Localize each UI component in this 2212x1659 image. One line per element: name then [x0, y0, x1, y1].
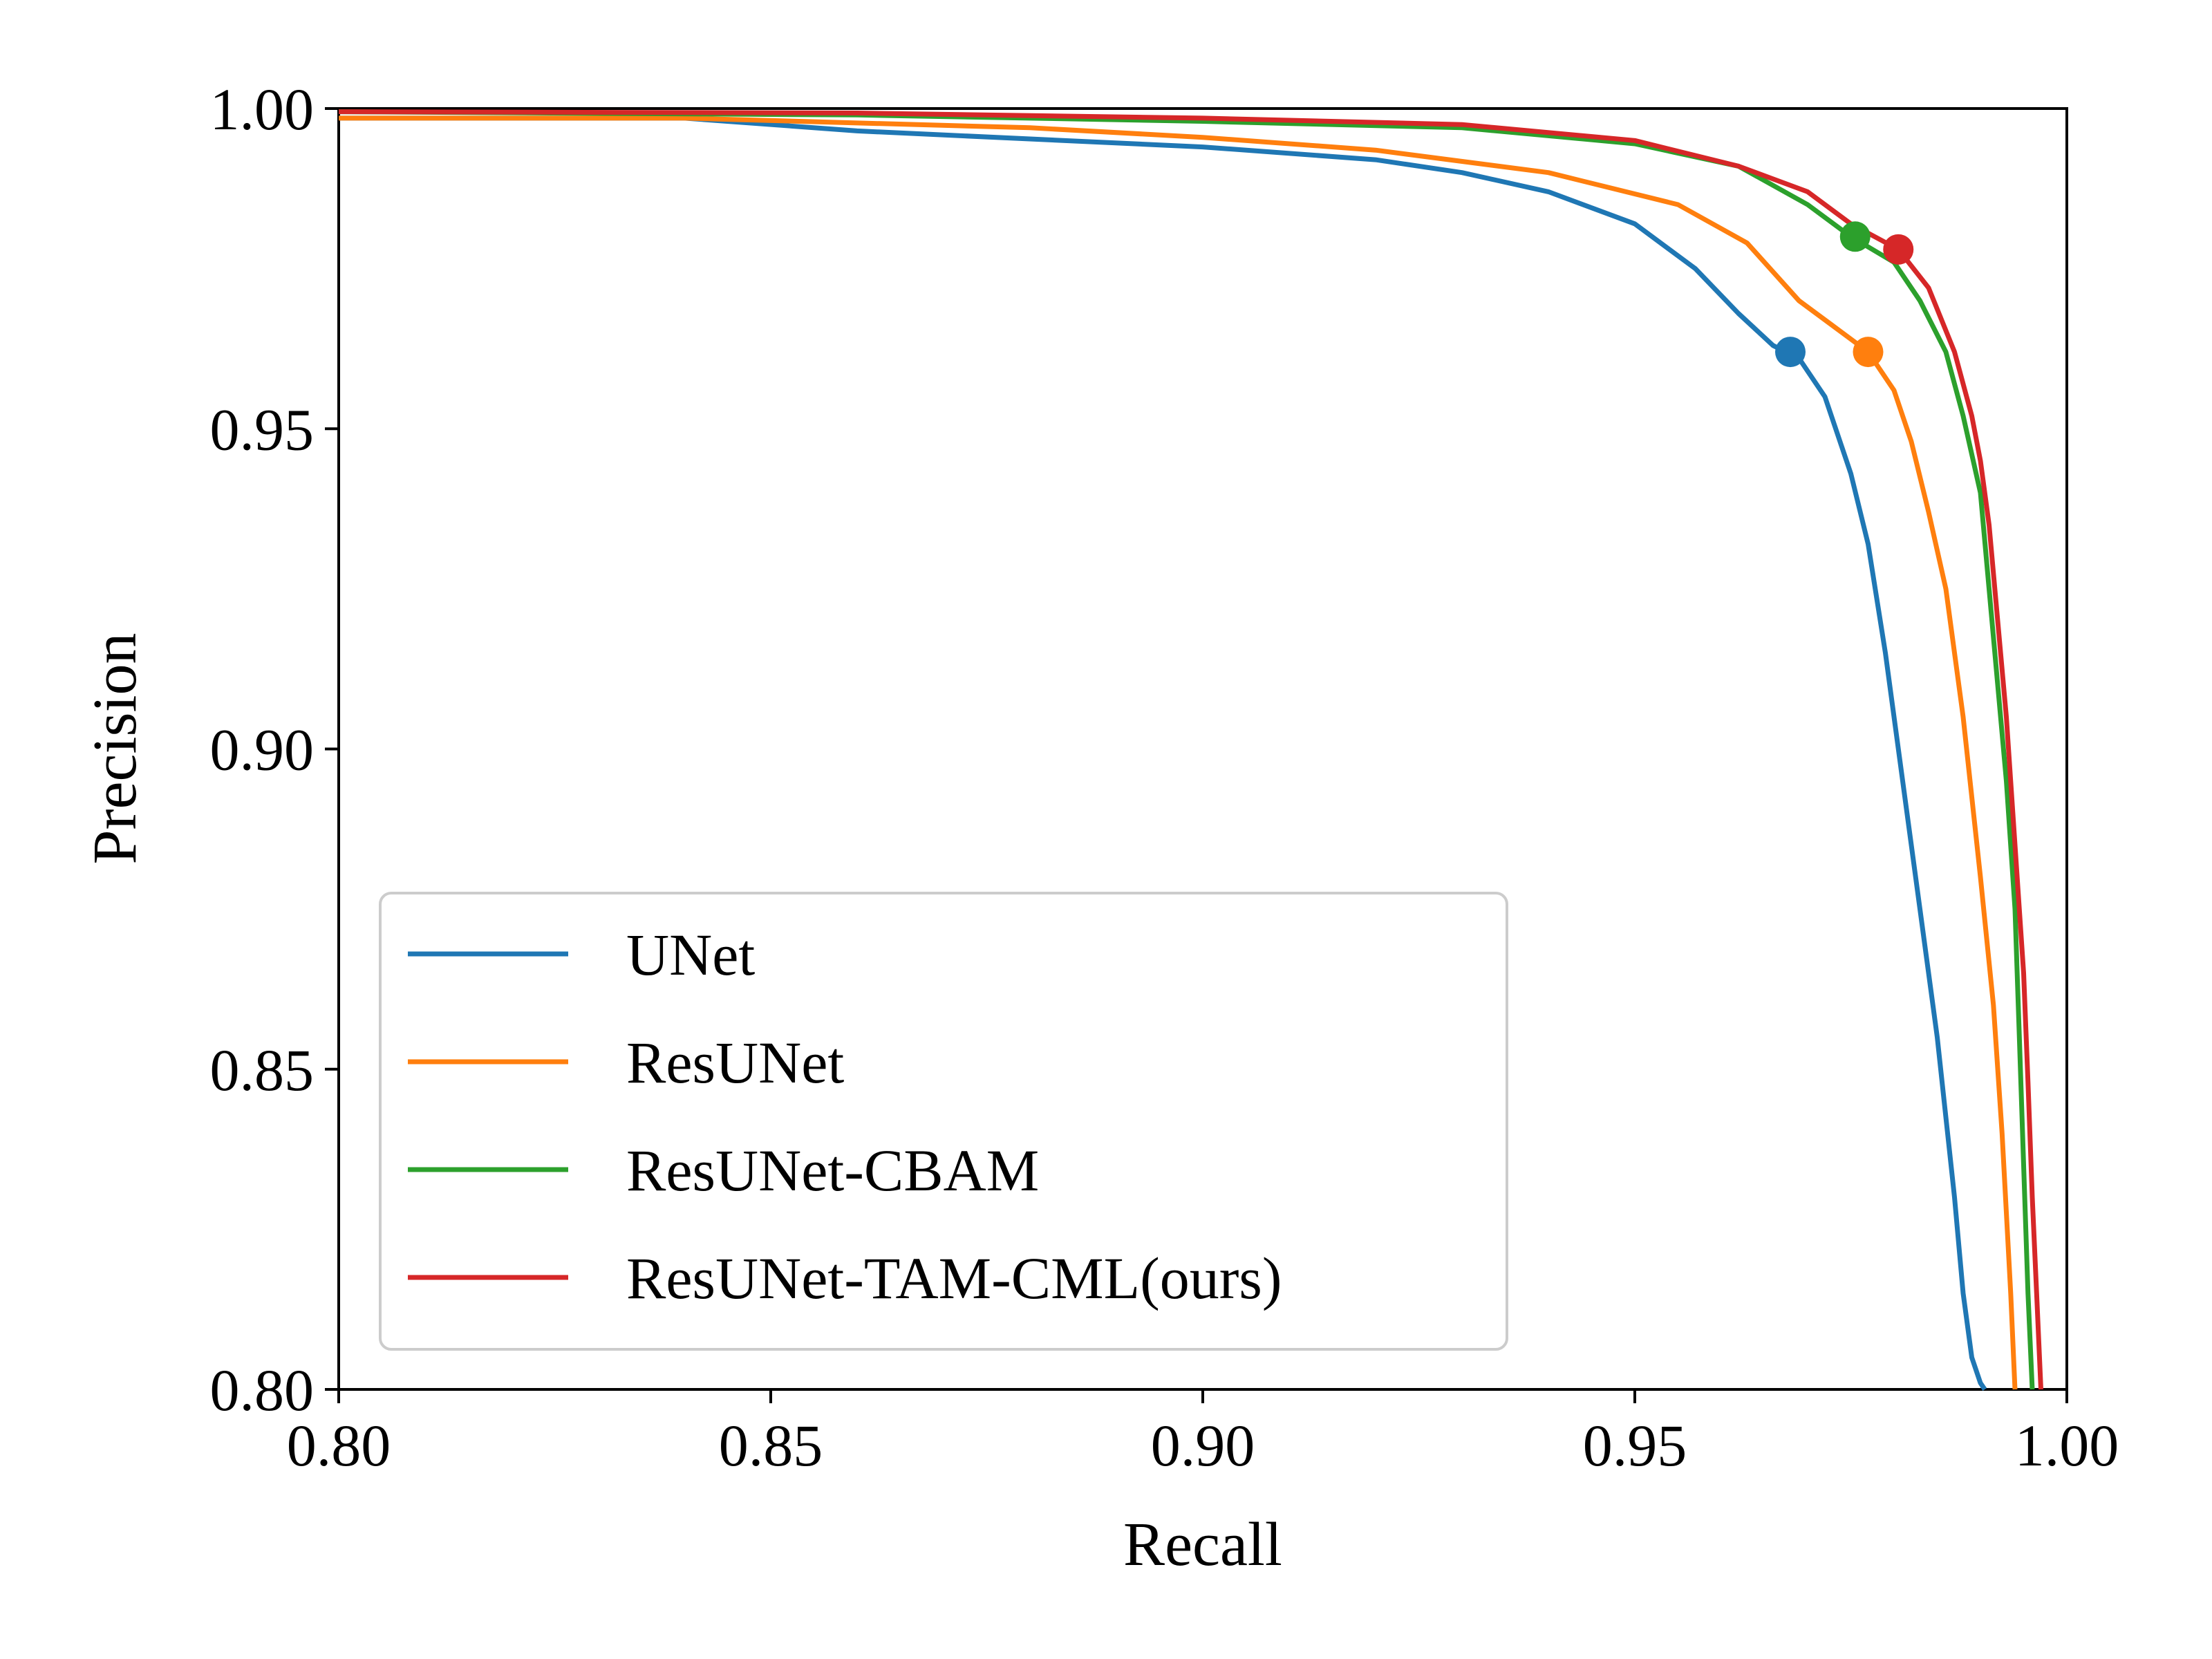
curves-layer: [338, 109, 2043, 1391]
markers-layer: [1775, 221, 1914, 368]
series-line-3: [338, 109, 2043, 1390]
legend-box: [379, 892, 1508, 1351]
legend-label-2: ResUNet-CBAM: [626, 1137, 1039, 1203]
x-tick-label: 0.90: [1151, 1412, 1255, 1479]
legend-label-0: UNet: [626, 921, 755, 988]
y-axis: 0.80 0.85 0.90 0.95 1.00: [210, 76, 339, 1423]
legend: UNet ResUNet ResUNet-CBAM ResUNet-TAM-CML(o…: [379, 892, 1508, 1351]
series-marker-1: [1853, 337, 1884, 368]
legend-label-3: ResUNet-TAM-CML(ours): [626, 1245, 1282, 1311]
series-marker-0: [1775, 337, 1806, 368]
y-tick-label: 0.90: [210, 717, 315, 783]
series-marker-2: [1839, 221, 1871, 252]
y-tick-label: 0.80: [210, 1357, 315, 1423]
series-marker-3: [1883, 234, 1914, 265]
series-line-0: [339, 115, 1987, 1391]
x-tick-label: 1.00: [2015, 1412, 2119, 1479]
y-tick-label: 0.95: [210, 396, 315, 462]
legend-label-1: ResUNet: [626, 1029, 844, 1096]
y-tick-label: 1.00: [210, 76, 315, 142]
y-tick-label: 0.85: [210, 1037, 315, 1103]
x-tick-label: 0.95: [1583, 1412, 1687, 1479]
y-axis-title: Precision: [81, 633, 149, 865]
x-tick-label: 0.80: [287, 1412, 391, 1479]
x-axis: 0.80 0.85 0.90 0.95 1.00: [287, 1389, 2119, 1479]
x-axis-title: Recall: [1123, 1510, 1282, 1579]
series-line-2: [338, 109, 2035, 1390]
x-tick-label: 0.85: [719, 1412, 823, 1479]
